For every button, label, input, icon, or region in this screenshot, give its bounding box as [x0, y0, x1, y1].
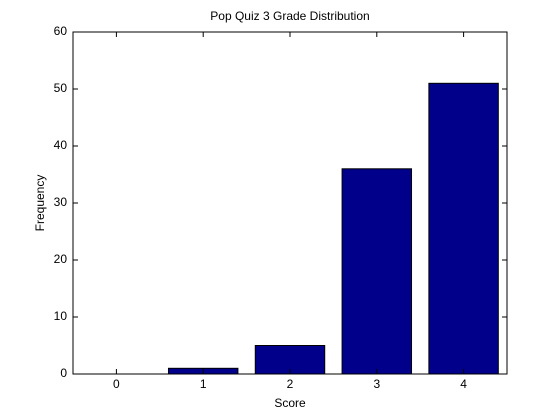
y-tick-label: 20 [54, 252, 68, 266]
x-axis-label: Score [274, 396, 306, 410]
y-tick-label: 30 [54, 195, 68, 209]
bar [341, 168, 413, 375]
x-tick-label: 3 [373, 377, 380, 391]
bar [428, 82, 499, 375]
x-tick-label: 2 [287, 377, 294, 391]
y-tick-label: 10 [54, 309, 68, 323]
y-tick-label: 50 [54, 81, 68, 95]
x-tick-label: 1 [200, 377, 207, 391]
x-tick-label: 4 [460, 377, 467, 391]
axes-box [72, 31, 508, 375]
y-tick-label: 60 [54, 24, 68, 38]
x-tick-label: 0 [113, 377, 120, 391]
y-tick-label: 40 [54, 138, 68, 152]
chart-title: Pop Quiz 3 Grade Distribution [210, 9, 369, 23]
y-axis-label: Frequency [33, 175, 47, 232]
y-tick-label: 0 [60, 366, 67, 380]
